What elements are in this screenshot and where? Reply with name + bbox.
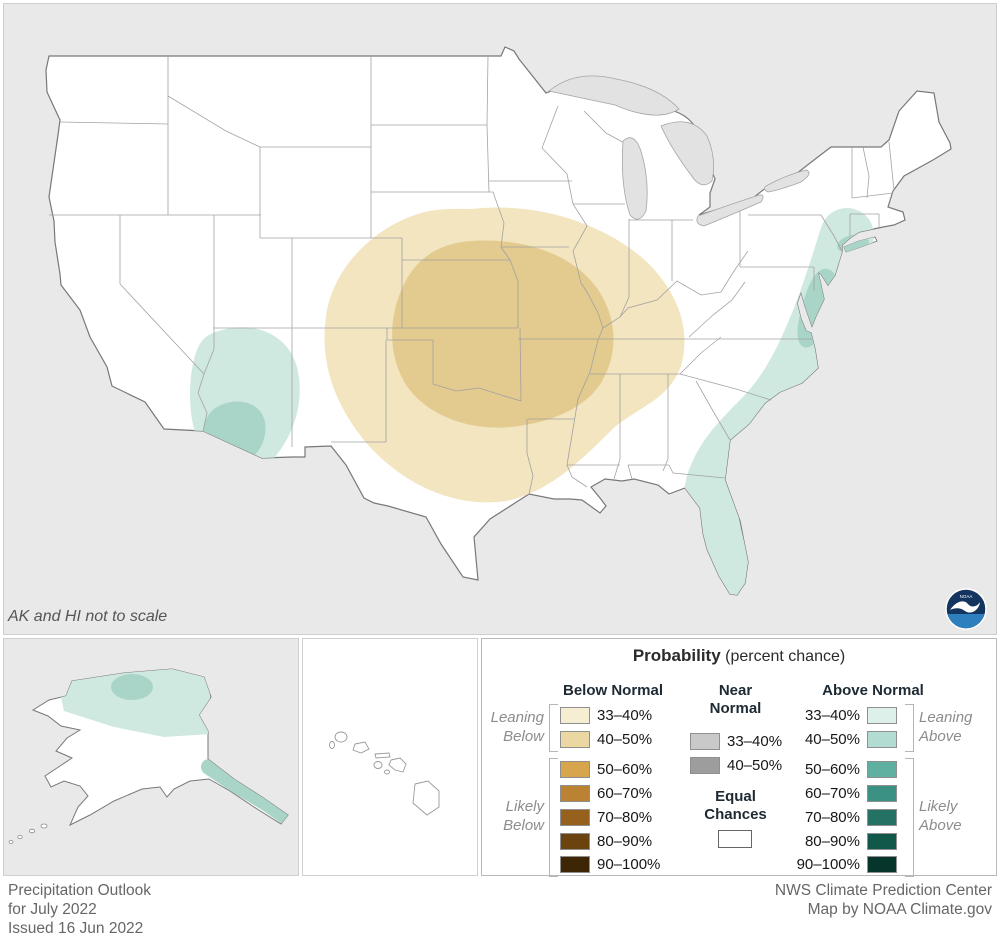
noaa-logo-lower: [947, 614, 985, 629]
island-hawaii: [412, 780, 440, 816]
legend-row-above-2: 50–60%: [796, 760, 897, 778]
lake-michigan: [621, 137, 648, 220]
swatch-below-90-100: [560, 855, 590, 873]
group-label-leaning-below: Leaning Below: [490, 709, 544, 745]
swatch-above-80-90: [867, 832, 897, 850]
swatch-below-40-50: [560, 730, 590, 748]
region-below-40-50: [392, 240, 614, 428]
island-kauai: [334, 731, 348, 743]
island-molokai: [374, 752, 391, 759]
region-ak-north-40-50: [111, 674, 153, 700]
group-label-likely-below: Likely Below: [503, 798, 544, 834]
swatch-above-50-60: [867, 760, 897, 778]
swatch-below-80-90: [560, 832, 590, 850]
alaska-inset: [3, 638, 299, 876]
footer-source-info: NWS Climate Prediction Center Map by NOA…: [775, 881, 992, 919]
legend-row-below-4: 70–80%: [560, 808, 652, 826]
state-borders: [49, 55, 895, 495]
legend-header-below: Below Normal: [562, 682, 664, 699]
region-ak-north-33-40: [54, 669, 211, 737]
legend-row-above-1: 40–50%: [796, 730, 897, 748]
region-ak-panhandle-40-50: [201, 759, 288, 825]
island-maui: [388, 757, 407, 773]
swatch-above-90-100: [867, 855, 897, 873]
swatch-below-33-40: [560, 706, 590, 724]
island-niihau: [329, 741, 335, 749]
legend-header-near: Near Normal: [709, 682, 762, 717]
island-kahoolawe: [384, 769, 390, 775]
bracket-likely-below: [549, 758, 558, 877]
hawaiian-islands: [329, 731, 440, 816]
noaa-logo-text: NOAA: [960, 594, 973, 599]
swatch-above-33-40: [867, 706, 897, 724]
alaska-map: [8, 668, 289, 844]
great-lakes: [548, 75, 810, 227]
footer-issued-date: Issued 16 Jun 2022: [8, 920, 144, 937]
legend-title-bold: Probability: [632, 646, 721, 665]
hawaii-map: [329, 731, 440, 816]
swatch-above-40-50: [867, 730, 897, 748]
footer-source-line-1: NWS Climate Prediction Center: [774, 882, 992, 899]
legend-title: Probability (percent chance): [481, 646, 997, 666]
legend-title-suffix: (percent chance): [725, 648, 846, 665]
conus-map-panel: NOAA: [3, 3, 997, 635]
hawaii-inset: [302, 638, 478, 876]
island-oahu: [352, 741, 370, 754]
swatch-near-33-40: [690, 732, 720, 750]
noaa-gull-icon: [950, 601, 980, 613]
legend-equal-chances-label: Equal Chances: [704, 788, 767, 823]
lake-huron: [660, 121, 715, 186]
legend-header-above: Above Normal: [822, 682, 924, 699]
noaa-logo: NOAA: [945, 588, 987, 630]
legend-row-below-0: 33–40%: [560, 706, 652, 724]
lake-erie: [696, 194, 764, 227]
legend-row-near-0: 33–40%: [690, 732, 782, 750]
legend-row-near-1: 40–50%: [690, 756, 782, 774]
group-label-likely-above: Likely Above: [919, 798, 962, 834]
bracket-leaning-above: [905, 704, 914, 752]
legend-row-above-0: 33–40%: [796, 706, 897, 724]
footer-product-line-2: for July 2022: [8, 901, 97, 918]
legend-row-below-3: 60–70%: [560, 784, 652, 802]
legend-row-above-3: 60–70%: [796, 784, 897, 802]
swatch-equal-chances: [718, 830, 752, 848]
legend-row-above-6: 90–100%: [796, 855, 897, 873]
swatch-below-60-70: [560, 784, 590, 802]
swatch-below-50-60: [560, 760, 590, 778]
legend-row-below-5: 80–90%: [560, 832, 652, 850]
bracket-leaning-below: [549, 704, 558, 752]
aleutian-islands: [8, 823, 48, 844]
legend-row-below-2: 50–60%: [560, 760, 652, 778]
lake-ontario: [764, 169, 810, 193]
legend-row-above-5: 80–90%: [796, 832, 897, 850]
bracket-likely-above: [905, 758, 914, 877]
group-label-leaning-above: Leaning Above: [919, 709, 973, 745]
lake-superior: [548, 75, 680, 116]
island-lanai: [373, 761, 383, 769]
footer-source-line-2: Map by NOAA Climate.gov: [807, 901, 992, 918]
swatch-near-40-50: [690, 756, 720, 774]
swatch-above-70-80: [867, 808, 897, 826]
footer-product-info: Precipitation Outlook for July 2022 Issu…: [8, 881, 151, 938]
conus-map: [45, 46, 952, 596]
swatch-below-70-80: [560, 808, 590, 826]
legend-row-below-6: 90–100%: [560, 855, 660, 873]
legend-row-above-4: 70–80%: [796, 808, 897, 826]
map-scale-note: AK and HI not to scale: [8, 608, 168, 625]
footer-product-line-1: Precipitation Outlook: [8, 882, 152, 899]
region-above-sw-40-50: [202, 401, 266, 467]
swatch-above-60-70: [867, 784, 897, 802]
legend-row-below-1: 40–50%: [560, 730, 652, 748]
